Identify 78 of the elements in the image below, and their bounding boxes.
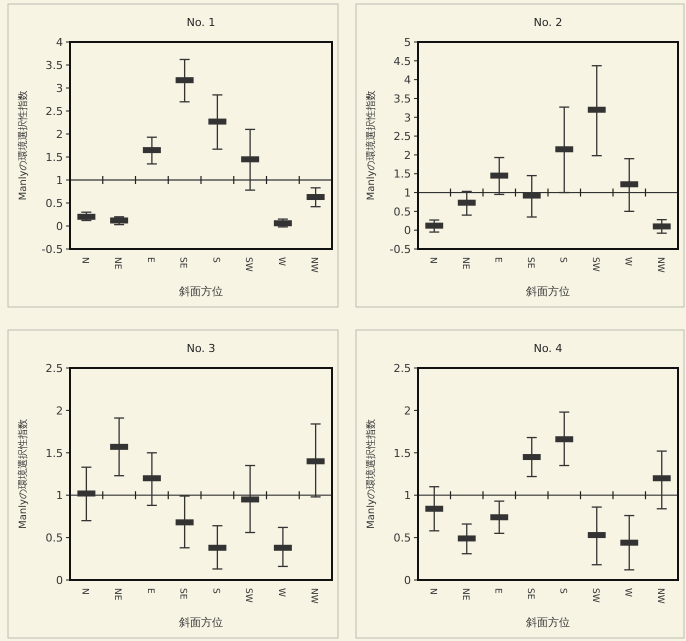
x-tick-label: SW [243,257,254,272]
y-tick-label: 2 [404,148,411,162]
chart-title: No. 4 [534,342,562,355]
y-tick-label: 2.5 [394,130,411,144]
x-tick-label: NW [654,588,665,604]
y-tick-label: 1 [56,174,63,187]
y-tick-label: -0.5 [42,243,63,256]
x-tick-label: SW [590,257,600,272]
chart-title: No. 1 [186,16,216,29]
y-tick-label: 0 [404,574,411,587]
x-tick-label: SW [243,588,254,603]
x-axis-title: 斜面方位 [526,616,570,629]
chart-title: No. 2 [534,16,562,29]
x-tick-label: NW [654,257,665,273]
x-tick-label: NE [112,588,122,601]
x-tick-label: N [427,588,438,595]
y-axis-title: Manlyの環境選択性指数 [17,419,29,529]
x-tick-label: E [144,257,155,263]
x-tick-label: SE [524,257,535,269]
y-tick-label: 2 [56,128,63,141]
x-tick-label: NW [308,257,319,273]
y-tick-label: 1.5 [394,168,411,181]
y-tick-label: 4.5 [394,54,411,68]
x-tick-label: E [492,588,502,594]
x-axis-title: 斜面方位 [179,285,223,298]
y-tick-label: 0.5 [394,205,411,218]
x-tick-label: E [144,588,155,594]
x-tick-label: N [427,257,438,264]
y-tick-label: 1.5 [46,151,63,164]
y-tick-label: 1.5 [46,446,63,460]
x-tick-label: S [210,588,220,594]
y-tick-label: 0.5 [46,532,63,545]
x-tick-label: SE [524,588,535,600]
x-axis-title: 斜面方位 [179,616,223,629]
y-axis-title: Manlyの環境選択性指数 [365,419,377,529]
y-tick-label: 1.5 [394,446,411,460]
x-tick-label: SE [178,257,188,269]
x-tick-label: W [622,257,632,266]
y-tick-label: 1 [404,186,411,200]
y-tick-label: 4 [404,74,411,87]
y-tick-label: 5 [404,36,411,49]
y-tick-label: 1 [404,489,411,502]
y-tick-label: 2 [404,404,411,418]
y-axis-title: Manlyの環境選択性指数 [365,90,377,200]
x-tick-label: NE [112,257,122,270]
x-tick-label: W [276,257,286,266]
y-tick-label: 2.5 [46,105,63,118]
y-tick-label: 0 [56,220,63,233]
y-tick-label: 0 [404,224,411,238]
y-tick-label: -0.5 [390,243,411,256]
x-tick-label: N [79,588,90,595]
y-tick-label: 0.5 [46,197,63,210]
chart-title: No. 3 [186,342,216,355]
y-tick-label: 3 [56,82,63,95]
y-tick-label: 2.5 [46,362,63,375]
x-tick-label: NE [460,257,470,270]
y-axis-title: Manlyの環境選択性指数 [17,90,29,200]
y-tick-label: 2 [56,404,63,418]
x-axis-title: 斜面方位 [526,285,570,298]
x-tick-label: SW [590,588,600,603]
x-tick-label: S [210,257,220,263]
y-tick-label: 3 [404,111,411,124]
x-tick-label: S [557,588,568,594]
x-tick-label: W [622,588,632,597]
x-tick-label: E [492,257,502,263]
x-tick-label: NW [308,588,319,604]
y-tick-label: 4 [56,36,63,49]
y-tick-label: 0.5 [394,532,411,545]
x-tick-label: S [557,257,568,263]
x-tick-label: NE [460,588,470,601]
y-tick-label: 2.5 [394,362,411,375]
x-tick-label: SE [178,588,188,600]
y-tick-label: 0 [56,574,63,587]
x-tick-label: N [79,257,90,264]
x-tick-label: W [276,588,286,597]
y-tick-label: 3.5 [46,59,63,72]
y-tick-label: 3.5 [394,92,411,106]
y-tick-label: 1 [56,489,63,502]
